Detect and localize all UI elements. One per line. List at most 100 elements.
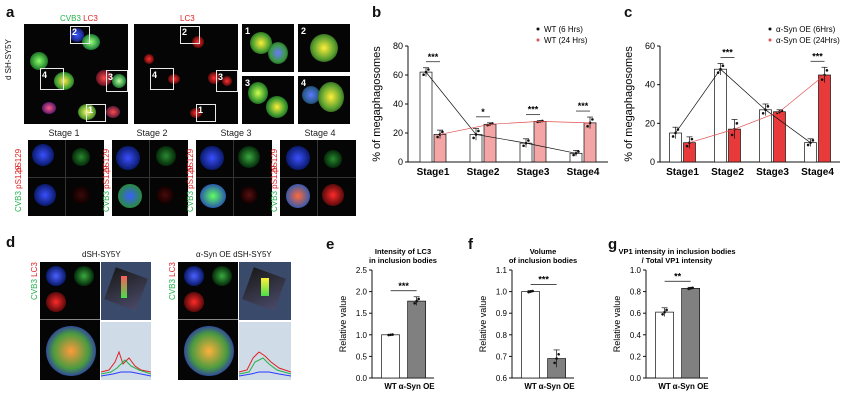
x-tick-label: Stage4 [567,167,600,178]
data-point [417,297,420,301]
significance-marker: *** [528,105,539,115]
data-point [555,357,558,360]
data-point [427,68,430,71]
chart-title: Volume [530,247,557,256]
y-axis-label: Relative value [338,296,348,353]
row-label-cvb3-4: CVB3 pS129 [270,165,279,212]
significance-marker: ** [674,271,682,281]
bar [381,334,400,379]
row-label-cvb3-3: CVB3 pS129 [186,165,195,212]
chart-c: 0 20 40 60 % of megaphagosomes Stage1 Stage2 **… [623,25,840,178]
data-point [591,118,594,121]
data-point [527,290,530,294]
legend-marker [536,27,540,31]
y-tick-label: 40 [645,80,655,90]
y-tick-label: 2.0 [356,288,368,297]
y-tick-label: 1.0 [496,288,508,297]
y-tick-label: 80 [393,41,403,51]
data-point [527,139,530,142]
chart-g: VP1 intensity in inclusion bodies/ Total… [612,247,736,391]
bar [655,311,674,379]
data-point [766,105,770,108]
chart-title: / Total VP1 intensity [642,256,714,265]
x-tick-label: Stage3 [517,167,550,178]
legend-entry: WT (24 Hrs) [544,36,588,45]
significance-marker: *** [398,281,409,291]
y-tick-label: 1.5 [356,309,368,318]
label-lc3: LC3 [83,14,98,23]
channel-label-merge: CVB3 LC3 [60,14,98,23]
significance-marker: *** [722,47,733,57]
data-point [586,125,589,128]
x-tick-label: α-Syn OE [399,382,436,391]
data-point [811,139,815,142]
panel-label-c: c [624,4,633,21]
row-label-cvb3-1: CVB3 pS129 [14,165,23,212]
label-cvb3: CVB3 [60,14,81,23]
x-tick-label: WT [658,382,671,391]
legend-marker [768,27,772,31]
bar [773,111,786,163]
panel-label-g: g [608,236,618,253]
x-tick-label: α-Syn OE [539,382,576,391]
y-tick-label: 60 [393,70,403,80]
panel-d-left-label: CVB3 LC3 [30,262,39,300]
x-tick-label: α-Syn OE [673,382,710,391]
y-tick-label: 0.6 [496,374,508,383]
legend-entry: α-Syn OE (6Hrs) [776,25,836,34]
panel-d-left-title: dSH-SY5Y [82,250,121,259]
x-tick-label: Stage4 [801,167,834,178]
significance-marker: *** [538,275,549,285]
data-point [665,308,668,312]
trend-line [439,121,591,135]
panel-d-right-profile [238,322,292,380]
profile-plot-right [238,351,292,377]
data-point [541,119,544,123]
y-tick-label: 60 [645,41,655,51]
data-point [577,150,580,153]
stage-title-1: Stage 1 [48,128,80,138]
chart-title: VP1 intensity in inclusion bodies [618,247,735,256]
legend-entry: α-Syn OE (24Hrs) [776,36,840,45]
x-tick-label: WT [384,382,397,391]
legend-marker [536,38,540,42]
legend-marker [768,38,772,42]
data-point [735,122,739,125]
data-point [391,333,394,336]
bar [818,74,831,163]
data-point [522,144,525,148]
y-tick-label: 0.5 [356,352,368,361]
y-tick-label: 0.8 [496,331,508,340]
stage2-micrograph [112,140,188,216]
bar [483,123,497,163]
data-point [422,73,425,77]
y-tick-label: 20 [393,128,403,138]
y-tick-label: 1.1 [496,266,508,275]
y-tick-label: 0.8 [630,288,642,297]
x-tick-label: Stage2 [711,167,744,178]
y-tick-label: 0 [650,157,655,167]
data-point [730,133,734,137]
bar [533,121,547,163]
micrograph-merge-overview: 2 4 3 1 [24,24,128,124]
stage1-micrograph [28,140,104,216]
micrograph-zoom-3: 3 [242,76,294,124]
data-point [806,143,810,147]
bar [521,291,540,379]
significance-marker: *** [578,101,589,111]
cell-line-label: d SH-SY5Y [4,39,13,80]
bar [714,68,727,163]
data-point [689,287,692,290]
y-tick-label: 1.0 [630,266,642,275]
panel-label-b: b [372,4,382,21]
x-tick-label: Stage1 [417,167,450,178]
data-point [472,136,475,140]
y-tick-label: 1.0 [356,331,368,340]
data-point [671,135,675,138]
panel-d-right-title: α-Syn OE dSH-SY5Y [196,250,272,259]
x-tick-label: Stage3 [756,167,789,178]
y-axis-label: % of megaphagosomes [623,46,635,162]
panel-label-e: e [326,236,335,253]
data-point [820,78,824,81]
